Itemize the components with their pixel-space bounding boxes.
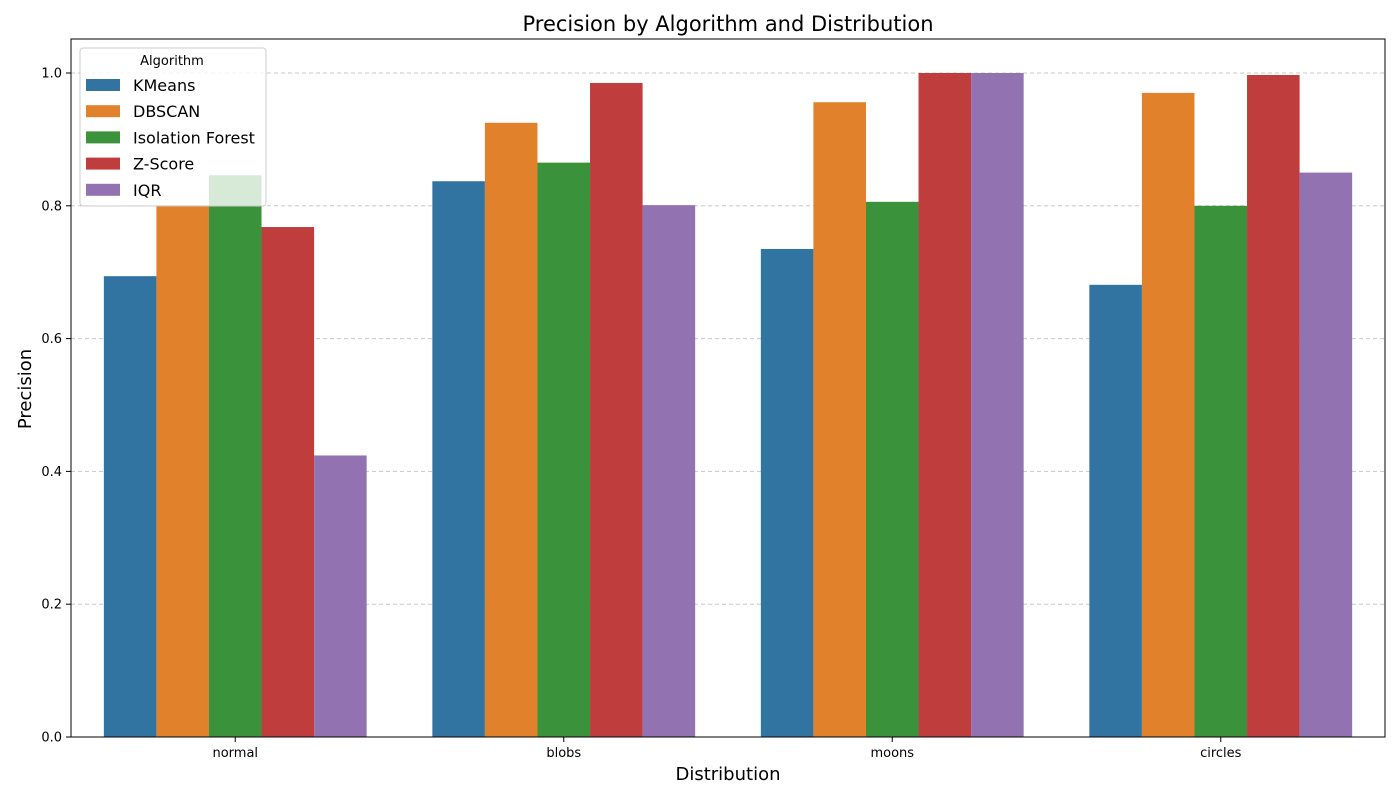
bar-isolation-forest-circles	[1194, 205, 1248, 738]
y-tick-label: 1.0	[41, 67, 62, 82]
bar-kmeans-circles	[1089, 284, 1142, 737]
legend-swatch-z-score	[86, 157, 120, 170]
bar-iqr-circles	[1299, 172, 1353, 738]
x-tick-label: normal	[212, 746, 258, 761]
y-axis: 0.0 0.2 0.4 0.6 0.8 1.0	[41, 67, 71, 746]
legend-label-isolation-forest: Isolation Forest	[133, 128, 255, 147]
legend-label-iqr: IQR	[133, 181, 161, 200]
y-tick-label: 0.4	[41, 465, 62, 480]
bar-isolation-forest-normal	[208, 175, 262, 737]
bar-z-score-normal	[261, 227, 315, 738]
legend-label-dbscan: DBSCAN	[133, 102, 200, 121]
y-axis-label: Precision	[15, 349, 36, 429]
bar-dbscan-moons	[813, 102, 866, 738]
bar-kmeans-blobs	[432, 181, 485, 738]
legend: Algorithm KMeans DBSCAN Isolation Forest Z-S…	[79, 47, 267, 207]
legend-title: Algorithm	[140, 54, 204, 69]
plot-frame	[70, 38, 1386, 738]
bar-isolation-forest-moons	[865, 201, 919, 737]
legend-box	[79, 47, 267, 207]
bar-dbscan-circles	[1141, 92, 1195, 738]
x-tick-label: circles	[1200, 746, 1242, 761]
x-axis: normal blobs moons circles	[212, 737, 1242, 761]
bar-kmeans-moons	[760, 248, 814, 737]
y-tick-label: 0.0	[41, 731, 62, 746]
bar-z-score-circles	[1247, 74, 1300, 738]
legend-swatch-dbscan	[86, 105, 120, 118]
bar-dbscan-blobs	[484, 122, 538, 738]
bar-z-score-moons	[918, 73, 972, 737]
legend-label-z-score: Z-Score	[133, 155, 194, 174]
bar-isolation-forest-blobs	[537, 162, 591, 737]
y-tick-label: 0.8	[41, 199, 62, 214]
y-tick-label: 0.6	[41, 332, 62, 347]
x-tick-label: moons	[870, 746, 914, 761]
bar-z-score-blobs	[590, 82, 643, 737]
bar-dbscan-normal	[156, 205, 209, 737]
y-tick-label: 0.2	[41, 598, 62, 613]
legend-swatch-isolation-forest	[86, 131, 120, 144]
legend-swatch-iqr	[86, 183, 120, 196]
x-tick-label: blobs	[546, 746, 581, 761]
legend-swatch-kmeans	[86, 79, 120, 91]
bar-kmeans-normal	[103, 276, 157, 737]
bar-iqr-normal	[314, 455, 367, 737]
bars	[103, 73, 1353, 738]
bar-iqr-blobs	[642, 205, 696, 737]
legend-label-kmeans: KMeans	[133, 76, 195, 95]
bar-iqr-moons	[971, 73, 1024, 737]
x-axis-label: Distribution	[675, 764, 780, 785]
chart-title: Precision by Algorithm and Distribution	[522, 12, 933, 36]
